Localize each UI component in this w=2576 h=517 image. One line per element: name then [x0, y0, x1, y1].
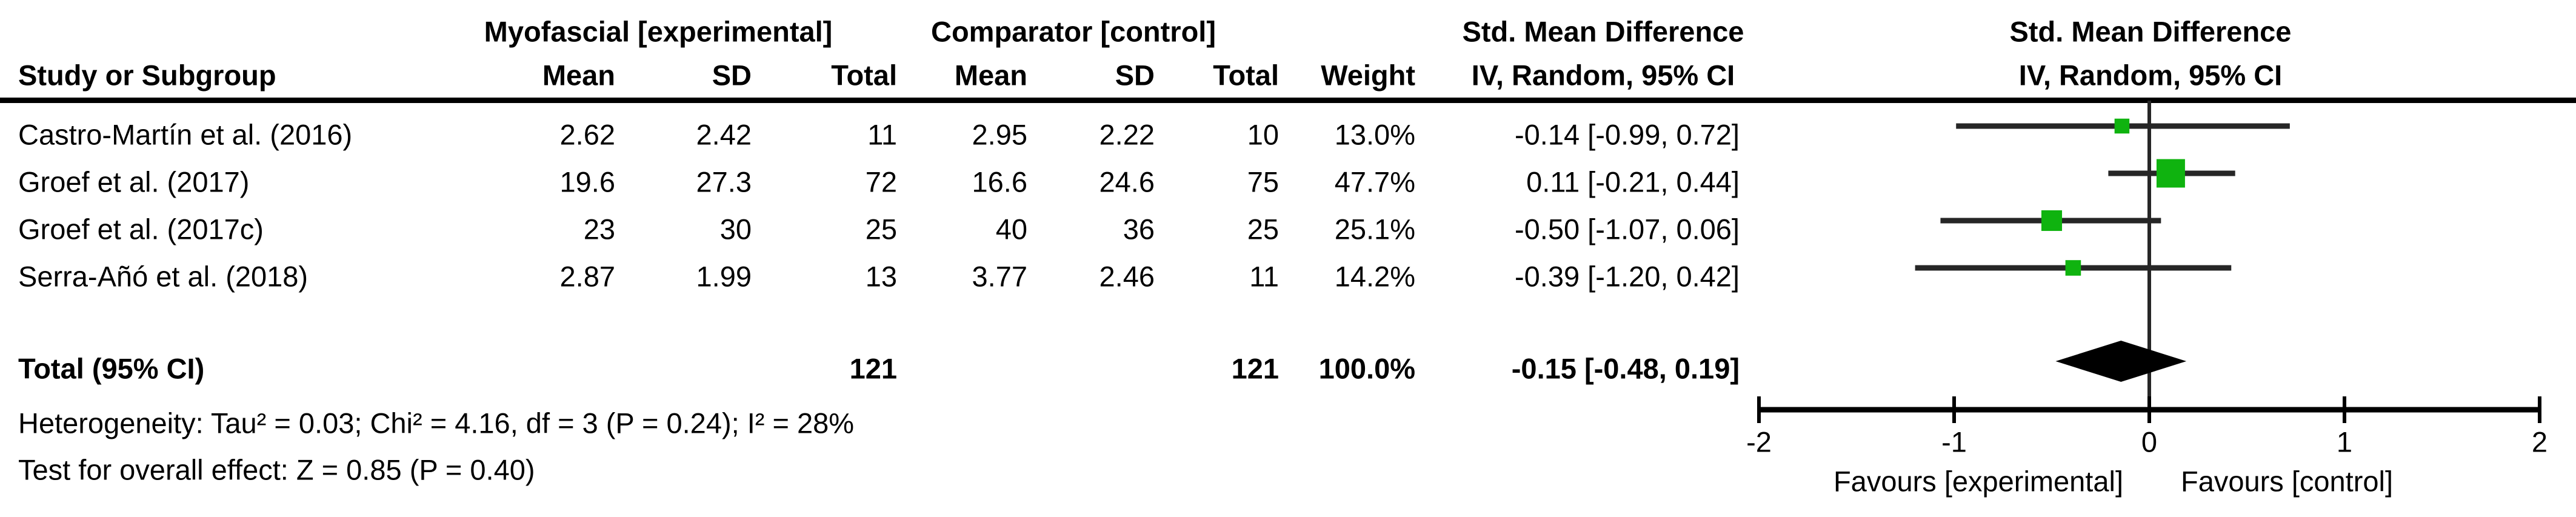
total-ctrl-cell: 75	[1247, 165, 1279, 198]
col-weight: Weight	[1321, 59, 1415, 92]
total-ctrl-cell: 25	[1247, 213, 1279, 245]
study-label: Groef et al. (2017)	[18, 165, 250, 198]
effect-square	[2114, 118, 2130, 134]
header-smd-text-column: Std. Mean Difference	[1462, 15, 1744, 48]
effect-square	[2065, 260, 2081, 276]
total-row-label: Total (95% CI)	[18, 352, 205, 385]
axis-tick	[1952, 396, 1956, 423]
favours-experimental-label: Favours [experimental]	[1833, 465, 2124, 498]
header-control-group: Comparator [control]	[931, 15, 1216, 48]
mean-exp-cell: 2.62	[559, 118, 615, 151]
axis-tick	[2538, 396, 2541, 423]
sd-ctrl-cell: 36	[1123, 213, 1155, 245]
tick-label: -2	[1746, 425, 1772, 458]
ci-estimate-cell: -0.50 [-1.07, 0.06]	[1514, 213, 1740, 245]
heterogeneity-note: Heterogeneity: Tau² = 0.03; Chi² = 4.16,…	[18, 407, 855, 439]
ci-estimate-cell: -0.14 [-0.99, 0.72]	[1514, 118, 1740, 151]
weight-cell: 14.2%	[1334, 260, 1415, 293]
col-total-ctrl: Total	[1213, 59, 1279, 92]
ci-estimate-cell: 0.11 [-0.21, 0.44]	[1526, 165, 1740, 198]
total-ci-estimate: -0.15 [-0.48, 0.19]	[1511, 352, 1740, 385]
col-sd-ctrl: SD	[1115, 59, 1155, 92]
header-experimental-group: Myofascial [experimental]	[484, 15, 833, 48]
tick-label: 0	[2141, 425, 2158, 458]
study-label: Serra-Añó et al. (2018)	[18, 260, 309, 293]
tick-label: -1	[1941, 425, 1967, 458]
col-total-exp: Total	[831, 59, 897, 92]
favours-control-label: Favours [control]	[2180, 465, 2394, 498]
axis-tick	[1757, 396, 1761, 423]
axis-tick	[2147, 396, 2151, 423]
mean-exp-cell: 19.6	[559, 165, 615, 198]
sd-ctrl-cell: 2.46	[1099, 260, 1155, 293]
total-ctrl-cell: 10	[1247, 118, 1279, 151]
total-exp-cell: 13	[865, 260, 897, 293]
zero-effect-line	[2147, 101, 2151, 410]
sd-exp-cell: 1.99	[696, 260, 752, 293]
mean-ctrl-cell: 40	[995, 213, 1027, 245]
sd-exp-cell: 2.42	[696, 118, 752, 151]
overall-effect-note: Test for overall effect: Z = 0.85 (P = 0…	[18, 453, 535, 486]
total-weight: 100.0%	[1318, 352, 1415, 385]
col-method-text: IV, Random, 95% CI	[1471, 59, 1735, 92]
ci-estimate-cell: -0.39 [-1.20, 0.42]	[1514, 260, 1740, 293]
sd-ctrl-cell: 24.6	[1099, 165, 1155, 198]
weight-cell: 25.1%	[1334, 213, 1415, 245]
effect-square	[2041, 210, 2063, 232]
sd-exp-cell: 27.3	[696, 165, 752, 198]
header-divider-rule	[0, 98, 2576, 103]
total-exp-cell: 11	[867, 118, 897, 151]
col-study-or-subgroup: Study or Subgroup	[18, 59, 276, 92]
study-label: Groef et al. (2017c)	[18, 213, 264, 245]
col-mean-exp: Mean	[542, 59, 615, 92]
tick-label: 1	[2336, 425, 2353, 458]
mean-exp-cell: 2.87	[559, 260, 615, 293]
sd-exp-cell: 30	[719, 213, 752, 245]
weight-cell: 47.7%	[1334, 165, 1415, 198]
mean-ctrl-cell: 2.95	[972, 118, 1027, 151]
effect-square	[2156, 159, 2185, 188]
total-exp-n: 121	[849, 352, 897, 385]
pooled-effect-diamond	[2055, 341, 2187, 382]
mean-ctrl-cell: 16.6	[972, 165, 1027, 198]
total-exp-cell: 72	[865, 165, 897, 198]
axis-tick	[2343, 396, 2346, 423]
mean-exp-cell: 23	[583, 213, 615, 245]
weight-cell: 13.0%	[1334, 118, 1415, 151]
header-smd-plot-column: Std. Mean Difference	[2009, 15, 2292, 48]
sd-ctrl-cell: 2.22	[1099, 118, 1155, 151]
total-ctrl-n: 121	[1231, 352, 1279, 385]
col-method-plot: IV, Random, 95% CI	[2018, 59, 2283, 92]
total-ctrl-cell: 11	[1249, 260, 1279, 293]
tick-label: 2	[2531, 425, 2548, 458]
mean-ctrl-cell: 3.77	[972, 260, 1027, 293]
col-mean-ctrl: Mean	[954, 59, 1027, 92]
study-label: Castro-Martín et al. (2016)	[18, 118, 353, 151]
col-sd-exp: SD	[712, 59, 752, 92]
total-exp-cell: 25	[865, 213, 897, 245]
